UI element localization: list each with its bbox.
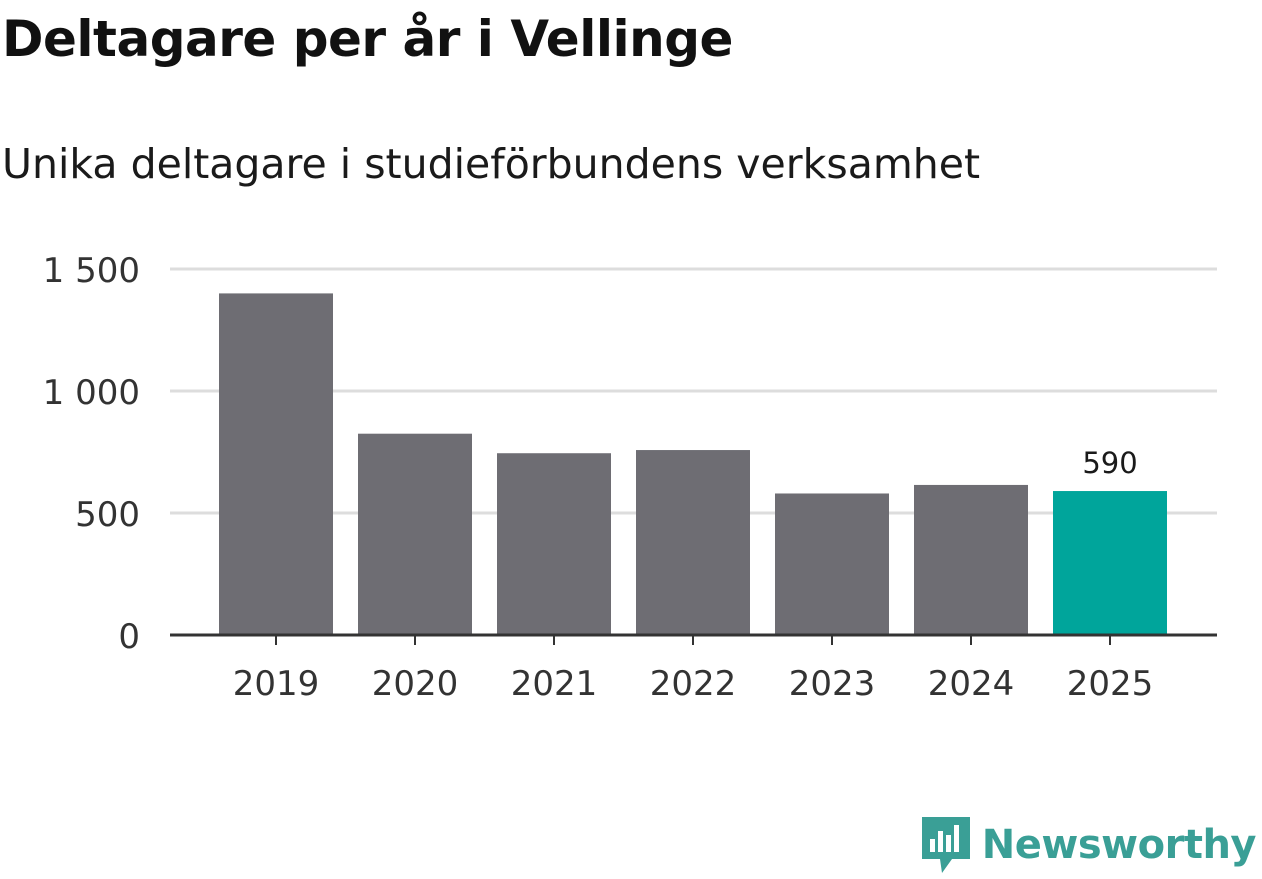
data-label: 590 [1082, 446, 1137, 480]
x-tick-label: 2024 [928, 664, 1015, 704]
brand-logo: Newsworthy [921, 817, 1257, 873]
bar-2024 [914, 484, 1028, 635]
y-tick-label: 500 [75, 495, 140, 535]
x-tick-label: 2023 [789, 664, 876, 704]
bar-2023 [775, 493, 889, 635]
x-tick-label: 2022 [650, 664, 737, 704]
bar-2022 [636, 450, 750, 635]
bar-2025 [1053, 491, 1167, 635]
bar-2020 [358, 433, 472, 635]
y-tick-label: 1 000 [43, 373, 140, 413]
chart-title: Deltagare per år i Vellinge [2, 10, 733, 68]
x-tick-label: 2021 [511, 664, 598, 704]
newsworthy-logo-icon [921, 817, 970, 873]
x-tick-label: 2025 [1067, 664, 1154, 704]
x-tick-label: 2020 [372, 664, 459, 704]
bar-2019 [219, 293, 333, 635]
x-tick-label: 2019 [233, 664, 320, 704]
brand-name: Newsworthy [981, 822, 1257, 868]
chart-subtitle: Unika deltagare i studieförbundens verks… [2, 140, 981, 188]
y-tick-label: 0 [118, 617, 140, 657]
bar-2021 [497, 453, 611, 635]
y-tick-label: 1 500 [43, 251, 140, 291]
